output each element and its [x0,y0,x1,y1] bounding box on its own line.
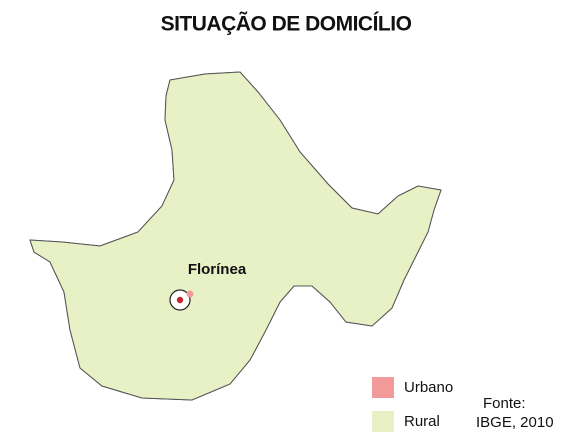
map-title: SITUAÇÃO DE DOMICÍLIO [161,13,412,36]
urban-dot [176,296,184,304]
source-label: Fonte: [483,395,526,412]
legend-swatch [372,377,394,398]
municipality [29,71,442,401]
rural-texture [29,71,442,401]
urban-area [186,290,194,298]
legend-label: Urbano [404,379,453,396]
place-label: Florínea [188,261,247,278]
source-text: IBGE, 2010 [476,414,554,431]
legend-swatch [372,411,394,432]
legend-label: Rural [404,413,440,430]
